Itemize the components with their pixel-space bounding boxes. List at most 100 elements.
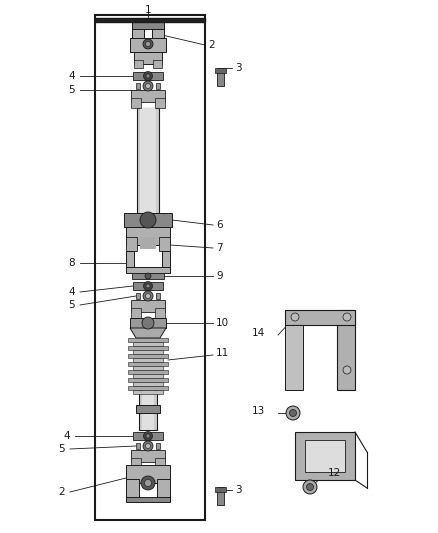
Circle shape: [142, 317, 154, 329]
Bar: [124, 213, 172, 227]
Text: 13: 13: [252, 406, 265, 416]
Text: 4: 4: [68, 287, 75, 297]
Circle shape: [143, 39, 153, 49]
Bar: [217, 68, 224, 86]
Circle shape: [145, 42, 151, 46]
Bar: [95, 18, 205, 22]
Bar: [153, 60, 162, 68]
Text: 3: 3: [235, 63, 242, 73]
Text: 4: 4: [68, 71, 75, 81]
Circle shape: [303, 480, 317, 494]
Bar: [337, 310, 355, 390]
Bar: [126, 227, 170, 245]
Text: 7: 7: [216, 243, 223, 253]
Bar: [126, 497, 170, 502]
Bar: [130, 38, 166, 52]
Circle shape: [145, 443, 151, 448]
Bar: [131, 458, 141, 468]
Text: 3: 3: [235, 485, 242, 495]
Bar: [128, 370, 168, 374]
Bar: [128, 354, 168, 358]
Bar: [152, 22, 164, 44]
Bar: [132, 273, 164, 279]
Bar: [133, 390, 163, 394]
Bar: [156, 293, 160, 299]
Text: 2: 2: [58, 487, 65, 497]
Bar: [155, 458, 165, 468]
Bar: [140, 237, 156, 249]
Text: 9: 9: [216, 271, 223, 281]
Bar: [130, 318, 166, 328]
Bar: [285, 325, 303, 390]
Circle shape: [144, 71, 152, 80]
Bar: [155, 308, 165, 318]
Bar: [128, 378, 168, 382]
Circle shape: [144, 432, 152, 440]
Text: 8: 8: [68, 258, 75, 268]
Bar: [139, 390, 157, 430]
Bar: [126, 251, 134, 271]
Bar: [128, 346, 168, 350]
Bar: [95, 15, 205, 520]
Bar: [131, 90, 165, 102]
Bar: [131, 450, 165, 462]
Bar: [285, 310, 355, 325]
Bar: [137, 108, 159, 213]
Bar: [133, 72, 163, 80]
Bar: [134, 60, 143, 68]
Circle shape: [291, 313, 299, 321]
Bar: [156, 83, 160, 89]
Bar: [155, 98, 165, 108]
Bar: [133, 366, 163, 370]
Bar: [136, 443, 140, 449]
Bar: [140, 108, 156, 213]
Bar: [133, 350, 163, 354]
Bar: [131, 98, 141, 108]
Bar: [136, 83, 140, 89]
Text: 12: 12: [328, 468, 341, 478]
Bar: [134, 52, 162, 64]
Polygon shape: [130, 328, 166, 338]
Bar: [128, 338, 168, 342]
Circle shape: [290, 409, 297, 416]
Bar: [133, 432, 163, 440]
Bar: [136, 293, 140, 299]
Circle shape: [146, 284, 150, 288]
Circle shape: [143, 291, 153, 301]
Bar: [133, 342, 163, 346]
Bar: [157, 479, 170, 501]
Text: 14: 14: [252, 328, 265, 338]
Bar: [133, 282, 163, 290]
Text: 6: 6: [216, 220, 223, 230]
Circle shape: [144, 281, 152, 290]
Text: 5: 5: [68, 85, 75, 95]
Circle shape: [143, 81, 153, 91]
Bar: [215, 487, 226, 492]
Bar: [305, 440, 345, 472]
Text: 5: 5: [68, 300, 75, 310]
Circle shape: [145, 480, 152, 487]
Circle shape: [140, 212, 156, 228]
Text: 5: 5: [58, 444, 65, 454]
Bar: [217, 487, 224, 505]
Bar: [162, 251, 170, 271]
Bar: [133, 358, 163, 362]
Bar: [133, 374, 163, 378]
Bar: [156, 443, 160, 449]
Text: 2: 2: [208, 40, 215, 50]
Circle shape: [343, 313, 351, 321]
Circle shape: [141, 476, 155, 490]
Bar: [132, 22, 144, 44]
Bar: [159, 237, 170, 251]
Bar: [131, 308, 141, 318]
Bar: [126, 267, 170, 273]
Bar: [215, 68, 226, 73]
Circle shape: [286, 406, 300, 420]
Text: 11: 11: [216, 348, 229, 358]
Bar: [126, 479, 139, 501]
Bar: [126, 237, 137, 251]
Circle shape: [307, 483, 314, 490]
Circle shape: [146, 434, 150, 438]
Circle shape: [145, 273, 151, 279]
Bar: [131, 300, 165, 312]
